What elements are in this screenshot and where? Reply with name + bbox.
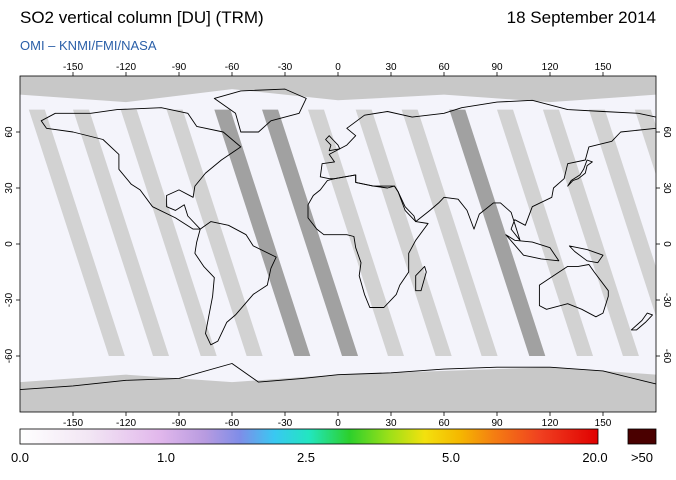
orbit-gap-stripe [497,109,593,356]
orbit-gap-stripes [28,109,656,356]
orbit-gap-stripe [542,109,639,356]
africa-coastline [307,174,429,308]
lon-label-bottom: -60 [225,418,240,429]
colorbar-label-4: 20.0 [582,450,607,465]
lon-label-top: -90 [172,62,187,73]
lon-label-bottom: -90 [172,418,187,429]
antarctica-edge-coastline [20,363,656,391]
lon-label-top: -30 [278,62,293,73]
lon-label-bottom: 120 [542,418,559,429]
orbit-gap-stripe [355,109,452,356]
lat-label-left: -60 [4,348,15,363]
lon-label-bottom: 0 [335,418,341,429]
lon-label-top: 30 [385,62,397,73]
lat-label-right: 0 [661,241,672,247]
orbit-gap-stripe [73,109,169,356]
lon-label-bottom: 150 [595,418,612,429]
lon-label-top: -60 [225,62,240,73]
colorbar [19,428,599,445]
new-guinea-coastline [568,245,604,264]
south-america-coastline [194,221,277,346]
lon-label-bottom: -120 [116,418,136,429]
lat-label-right: 30 [661,182,672,194]
colorbar-overflow-box [627,428,657,445]
orbit-gap-stripe [166,109,263,356]
data-credit: OMI – KNMI/FMI/NASA [20,38,157,53]
colorbar-label-2: 2.5 [297,450,315,465]
colorbar-label-3: 5.0 [442,450,460,465]
greenland-coastline [213,88,307,133]
lon-label-bottom: 60 [438,418,450,429]
lat-label-right: -30 [661,293,672,308]
orbit-gap-stripe [120,109,217,356]
map-plot-area [20,76,656,412]
orbit-gap-stripe [262,109,359,356]
orbit-gap-stripe [449,109,546,356]
orbit-gap-stripe [401,109,498,356]
lat-label-right: -60 [661,349,672,364]
orbit-gap-stripe [307,109,404,356]
indonesia-coastline [505,234,560,262]
lat-label-left: 0 [4,241,15,247]
colorbar-overflow-label: >50 [631,450,653,465]
lon-label-top: 150 [595,62,612,73]
lon-label-bottom: -30 [278,418,293,429]
lon-label-bottom: 30 [385,418,397,429]
lon-label-top: -120 [116,62,136,73]
lat-label-left: 30 [4,182,15,194]
lon-label-top: 90 [491,62,503,73]
map-title: SO2 vertical column [DU] (TRM) [20,8,264,27]
lat-label-left: 60 [4,126,15,138]
madagascar-coastline [415,265,427,292]
lon-label-bottom: 90 [491,418,503,429]
land-coastlines [20,88,656,391]
japan-coastline [567,159,593,187]
north-america-coastline [40,107,242,230]
colorbar-label-1: 1.0 [157,450,175,465]
lat-label-left: -30 [4,292,15,307]
lat-label-right: 60 [661,126,672,138]
eurasia-africa-coastline [319,99,656,241]
orbit-gap-stripe [214,109,311,356]
colorbar-label-0: 0.0 [11,450,29,465]
lon-label-top: -150 [63,62,83,73]
orbit-gap-stripe [588,109,656,317]
uk-coastline [325,135,341,152]
lon-label-bottom: -150 [63,418,83,429]
axis-ticks: -150 -150 -120 -120 -90 -90 -60 -60 -30 -30 0 0 30 30… [4,62,672,429]
orbit-gap-stripe [28,109,125,356]
lon-label-top: 60 [438,62,450,73]
lon-label-top: 120 [542,62,559,73]
australia-coastline [538,264,609,318]
lon-label-top: 0 [335,62,341,73]
orbit-gap-stripe [634,109,656,175]
map-date: 18 September 2014 [506,8,656,27]
north-no-data [20,76,656,103]
new-zealand-coastline [630,312,653,331]
